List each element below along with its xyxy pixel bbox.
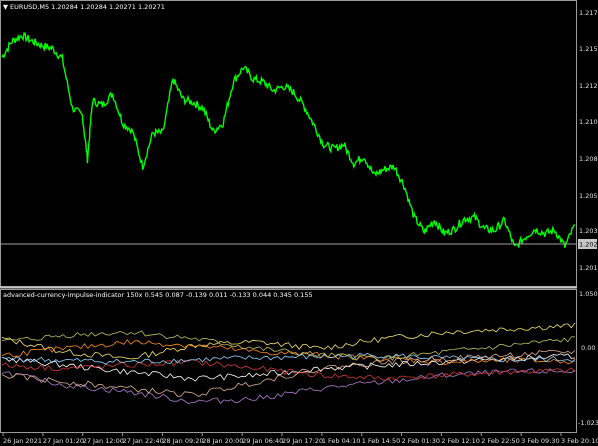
time-label: 27 Jan 22:40 bbox=[123, 437, 164, 445]
price-label: 1.21760 bbox=[579, 9, 598, 17]
price-label: 1.20115 bbox=[579, 264, 598, 272]
time-label: 2 Feb 01:30 bbox=[402, 437, 441, 445]
indicator-pane[interactable]: advanced-currency-impulse-indicator 150x… bbox=[0, 289, 598, 433]
price-line-series bbox=[1, 32, 576, 248]
time-label: 2 Feb 12:10 bbox=[441, 437, 480, 445]
price-label: 1.21050 bbox=[579, 118, 598, 126]
indicator-series-line bbox=[1, 322, 576, 360]
time-label: 28 Jan 20:00 bbox=[202, 437, 243, 445]
indicator-series-line bbox=[1, 349, 576, 397]
time-label: 29 Jan 17:20 bbox=[282, 437, 323, 445]
pane-separator[interactable] bbox=[0, 286, 577, 289]
time-label: 3 Feb 09:30 bbox=[521, 437, 560, 445]
time-label: 26 Jan 2021 bbox=[3, 437, 42, 445]
indicator-series-line bbox=[1, 368, 576, 405]
price-label: 1.20820 bbox=[579, 155, 598, 163]
indicator-scale-top: 1.050 bbox=[579, 290, 598, 298]
indicator-series-line bbox=[1, 339, 576, 365]
indicator-series-line bbox=[1, 359, 576, 382]
indicator-series-group bbox=[1, 322, 576, 405]
main-chart-header: EURUSD,M5 1.20284 1.20284 1.20271 1.2027… bbox=[10, 3, 165, 11]
time-label: 2 Feb 22:50 bbox=[481, 437, 520, 445]
collapse-arrow-icon[interactable]: ▼ bbox=[3, 3, 8, 11]
time-label: 27 Jan 01:20 bbox=[43, 437, 84, 445]
indicator-series-line bbox=[1, 353, 576, 382]
price-label: 1.21525 bbox=[579, 45, 598, 53]
time-label: 28 Jan 09:20 bbox=[162, 437, 203, 445]
indicator-header: advanced-currency-impulse-indicator 150x… bbox=[3, 291, 313, 299]
indicator-scale-zero: 0.00 bbox=[581, 344, 595, 352]
time-label: 27 Jan 12:00 bbox=[83, 437, 124, 445]
current-price-box bbox=[578, 239, 597, 249]
price-label: 1.20585 bbox=[579, 192, 598, 200]
indicator-pane-frame bbox=[0, 289, 577, 433]
indicator-series-line bbox=[1, 352, 576, 365]
price-label: 1.21290 bbox=[579, 82, 598, 90]
current-price-label: 1.20271 bbox=[579, 241, 598, 249]
time-label: 1 Feb 04:10 bbox=[322, 437, 361, 445]
indicator-series-line bbox=[1, 330, 576, 362]
time-label: 3 Feb 20:10 bbox=[561, 437, 598, 445]
time-label: 1 Feb 14:50 bbox=[362, 437, 401, 445]
price-label: 1.20350 bbox=[579, 227, 598, 235]
price-scale: 1.21760 1.21525 1.21290 1.21050 1.20820 … bbox=[579, 9, 598, 272]
time-label: 29 Jan 06:40 bbox=[242, 437, 283, 445]
indicator-scale-bottom: -1.023 bbox=[578, 419, 598, 427]
